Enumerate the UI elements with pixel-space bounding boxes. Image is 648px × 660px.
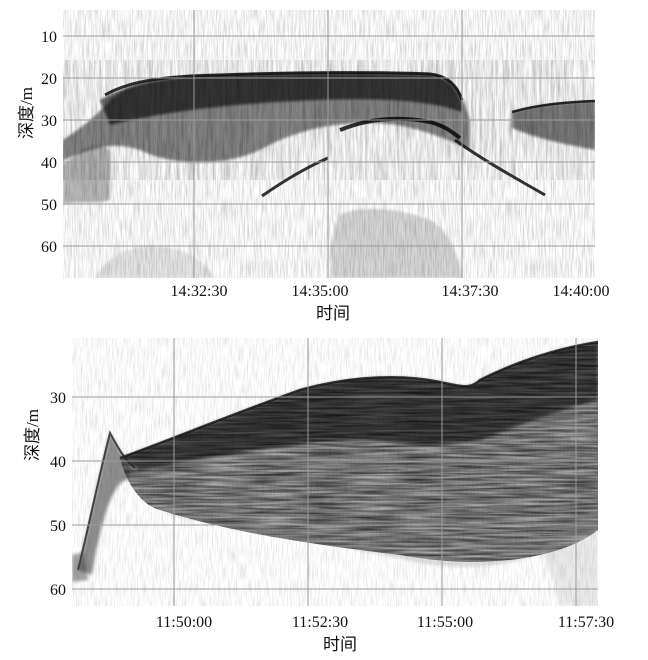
x-tick-label: 11:52:30 <box>292 614 348 631</box>
y-axis-title: 深度/m <box>17 87 36 139</box>
grid-bottom <box>72 338 598 606</box>
x-tick-label: 11:57:30 <box>558 614 614 631</box>
y-tick-label: 40 <box>50 454 66 471</box>
y-axis-title: 深度/m <box>23 409 42 461</box>
y-tick-label: 50 <box>50 518 66 535</box>
echogram-bottom-image <box>72 338 598 606</box>
x-tick-label: 14:40:00 <box>553 283 610 300</box>
x-axis-title: 时间 <box>316 304 350 323</box>
echogram-panel-top: 10 20 30 40 50 60 14:32:30 14:35:00 14:3… <box>0 0 648 325</box>
x-tick-label: 14:35:00 <box>292 283 349 300</box>
y-tick-label: 40 <box>41 155 57 172</box>
y-tick-label: 30 <box>50 390 66 407</box>
x-tick-label: 14:32:30 <box>171 283 228 300</box>
grid-top <box>63 10 595 278</box>
y-tick-label: 20 <box>41 71 57 88</box>
echogram-panel-bottom: 30 40 50 60 11:50:00 11:52:30 11:55:00 1… <box>0 330 648 660</box>
echogram-bottom-svg: 30 40 50 60 11:50:00 11:52:30 11:55:00 1… <box>23 338 614 654</box>
echogram-top-svg: 10 20 30 40 50 60 14:32:30 14:35:00 14:3… <box>17 10 610 323</box>
x-tick-label: 11:55:00 <box>417 614 473 631</box>
y-tick-label: 10 <box>41 29 57 46</box>
x-axis-title: 时间 <box>323 635 357 654</box>
y-tick-label: 50 <box>41 197 57 214</box>
y-tick-label: 60 <box>50 582 66 599</box>
y-tick-label: 60 <box>41 239 57 256</box>
x-tick-label: 14:37:30 <box>442 283 499 300</box>
y-tick-label: 30 <box>41 113 57 130</box>
x-tick-label: 11:50:00 <box>156 614 212 631</box>
echogram-top-image <box>63 10 595 278</box>
